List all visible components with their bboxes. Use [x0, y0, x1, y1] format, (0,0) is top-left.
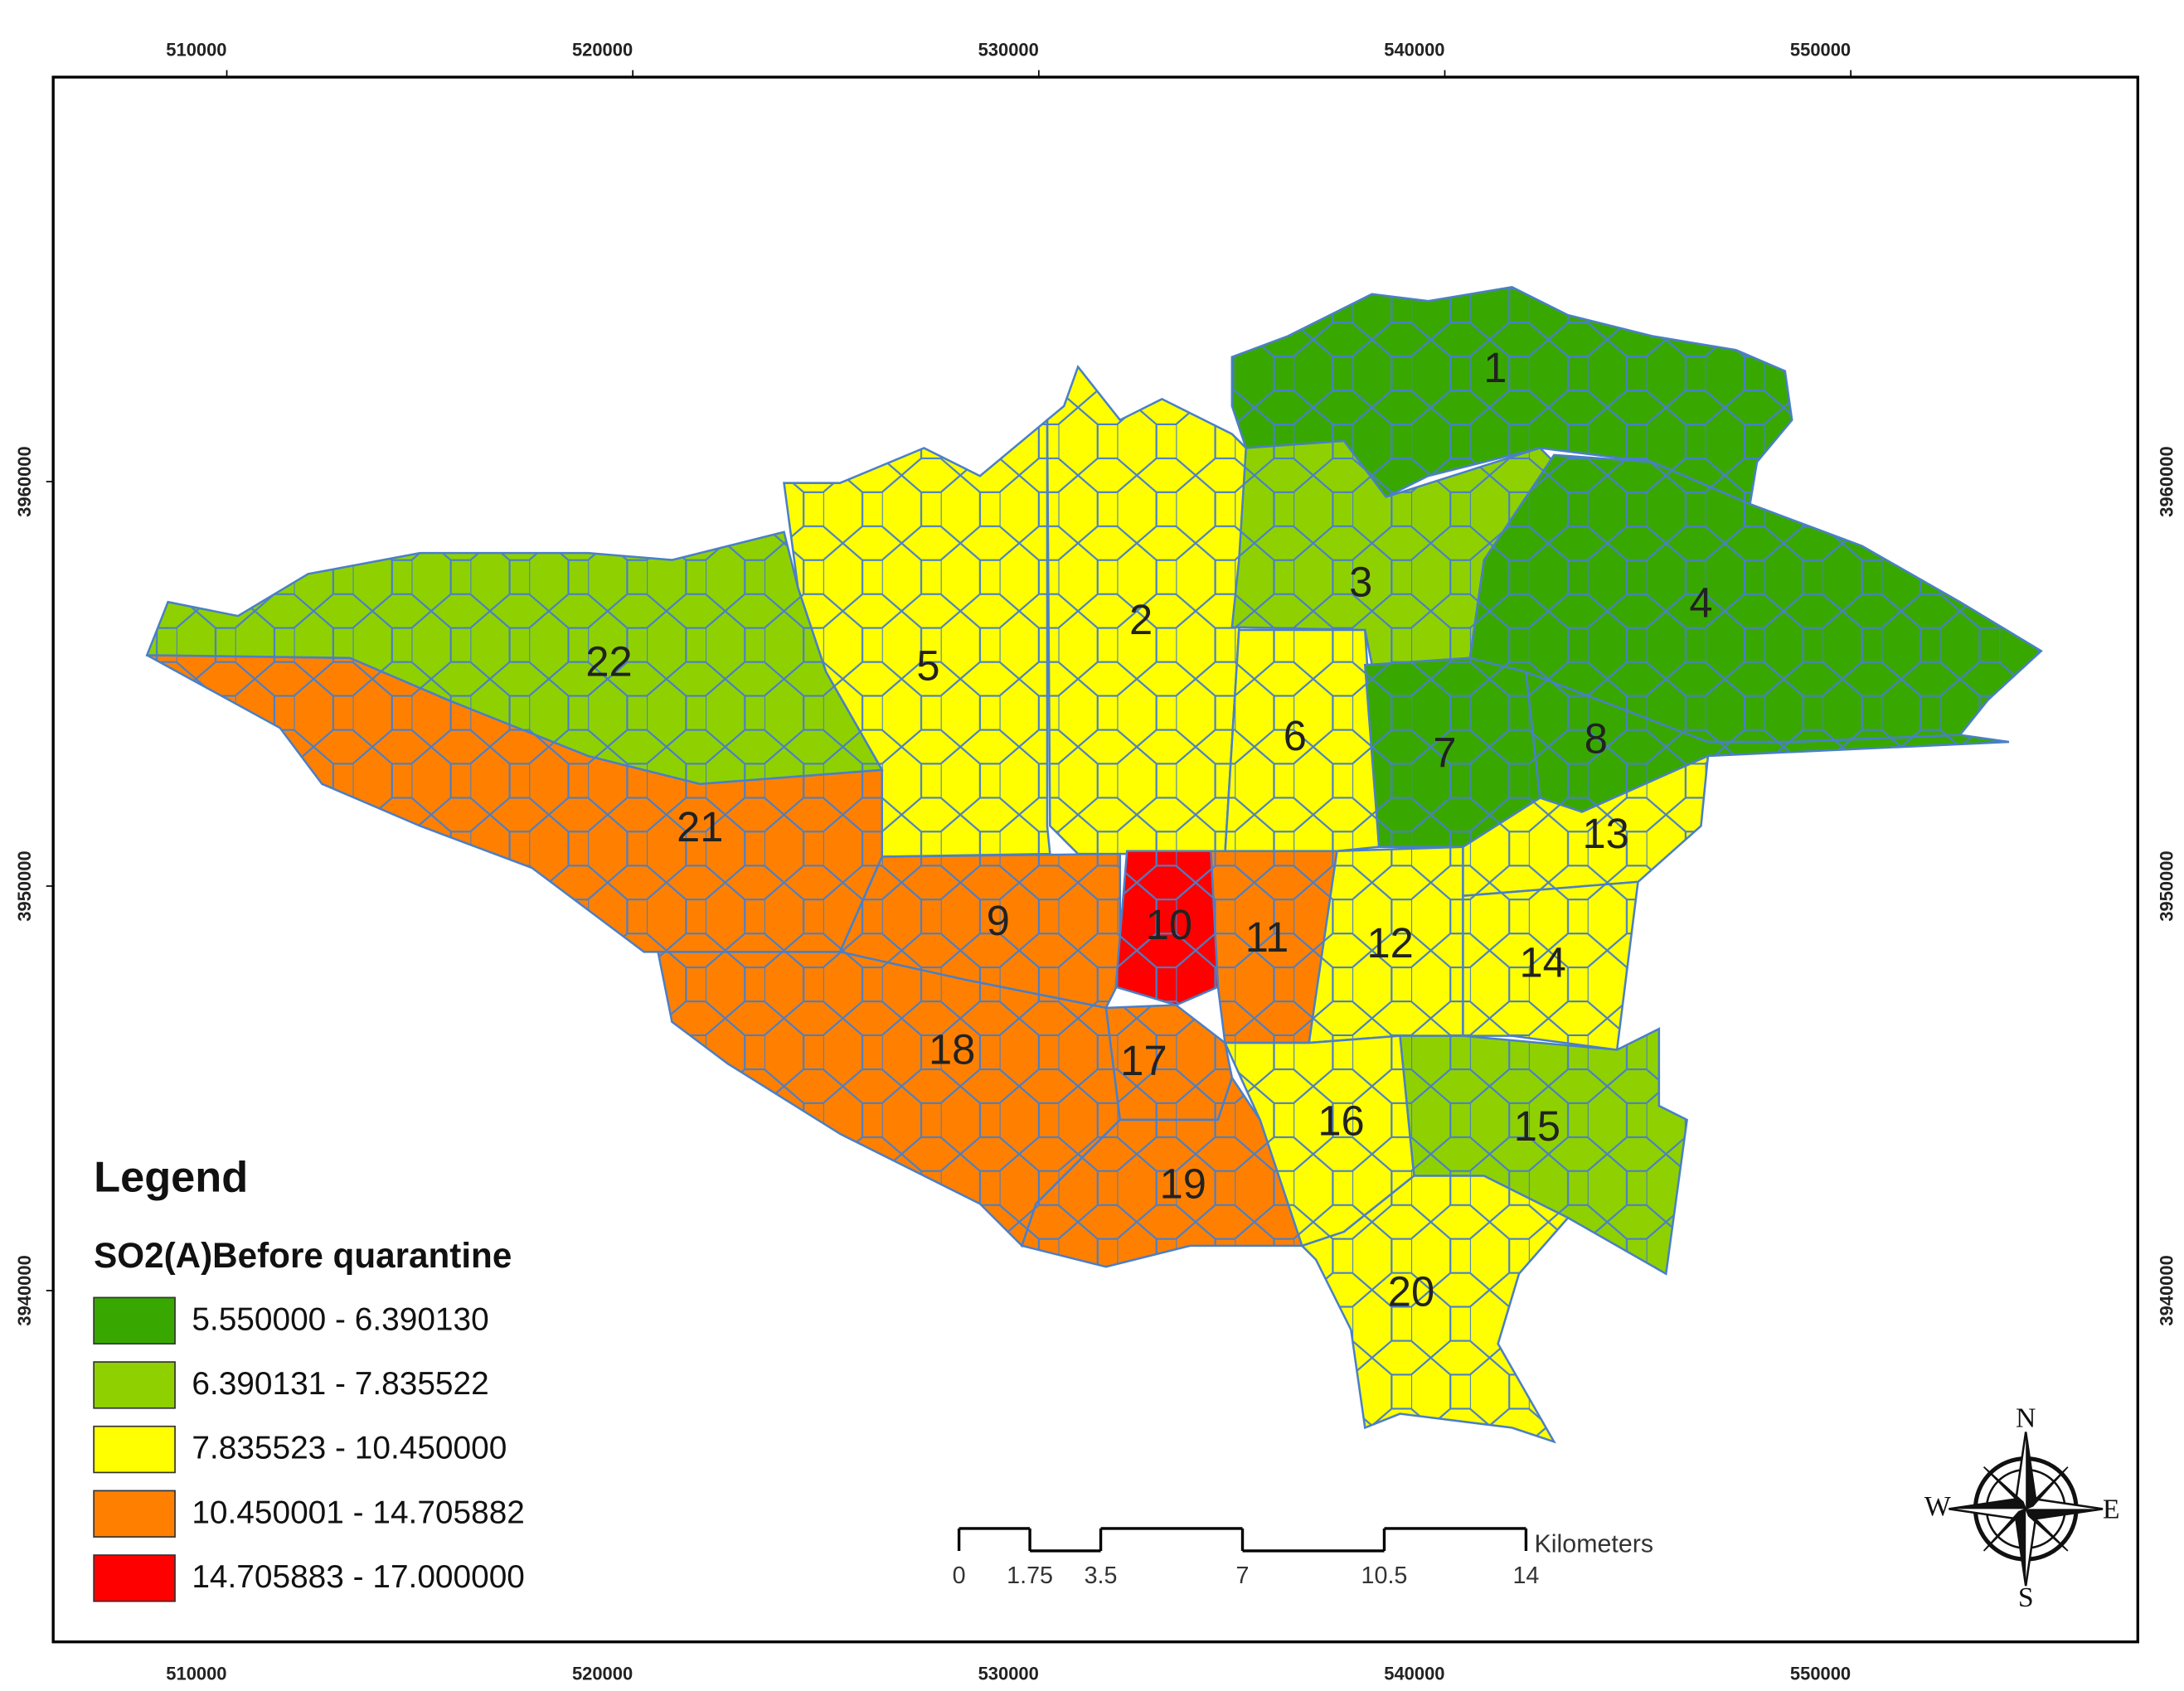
district-label: 17 — [1120, 1037, 1167, 1084]
scale-label: 0 — [953, 1563, 966, 1589]
district-hex-grid — [1365, 657, 1541, 847]
north-arrow: N E S W — [1924, 1403, 2120, 1613]
x-tick-top: 520000 — [572, 40, 633, 61]
x-tick-bottom: 510000 — [166, 1663, 226, 1684]
x-tick-bottom: 540000 — [1384, 1663, 1444, 1684]
compass-n: N — [2016, 1403, 2036, 1434]
district-hex-grid — [1225, 629, 1380, 855]
district-hex-grid — [784, 419, 1051, 857]
legend-swatch — [93, 1554, 176, 1602]
legend-label: 10.450001 - 14.705882 — [192, 1495, 525, 1530]
district-label: 2 — [1129, 596, 1153, 643]
y-tick-right: 3950000 — [2156, 850, 2177, 921]
district-hex-grid — [1308, 846, 1463, 1044]
district-label: 14 — [1520, 939, 1566, 986]
district-label: 3 — [1349, 558, 1372, 605]
district-hex-grid — [1469, 454, 2041, 743]
legend: 5.550000 - 6.390130 6.390131 - 7.835522 7.… — [93, 1296, 525, 1602]
x-tick-bottom: 520000 — [572, 1663, 633, 1684]
compass-e: E — [2103, 1494, 2120, 1524]
legend-label: 6.390131 - 7.835522 — [192, 1366, 488, 1402]
district-hex-grid — [1302, 1175, 1569, 1442]
district-label: 12 — [1366, 919, 1413, 967]
compass-w: W — [1924, 1491, 1951, 1522]
x-tick-bottom: 530000 — [978, 1663, 1039, 1684]
y-tick-left: 3960000 — [14, 446, 35, 516]
district-label: 15 — [1514, 1102, 1560, 1150]
x-tick-bottom: 550000 — [1790, 1663, 1851, 1684]
district-label: 5 — [916, 642, 939, 690]
legend-swatch — [93, 1425, 176, 1474]
legend-swatch — [93, 1361, 176, 1409]
district-hex-grid — [1211, 850, 1337, 1044]
district-label: 16 — [1318, 1097, 1364, 1144]
district-label: 20 — [1388, 1267, 1434, 1315]
scale-label: 7 — [1236, 1563, 1250, 1589]
scale-label: 1.75 — [1007, 1563, 1053, 1589]
district-label: 4 — [1689, 579, 1712, 627]
legend-swatch — [93, 1490, 176, 1538]
legend-label: 5.550000 - 6.390130 — [192, 1301, 488, 1337]
y-tick-right: 3940000 — [2156, 1255, 2177, 1325]
district-hex-grid — [1046, 366, 1260, 855]
district-hex-grid — [1225, 1035, 1415, 1246]
district-hex-grid — [1526, 671, 2009, 812]
district-hex-grid — [1463, 755, 1708, 896]
district-label: 7 — [1433, 729, 1456, 776]
compass-rose — [1949, 1432, 2104, 1587]
x-tick-top: 530000 — [978, 40, 1039, 61]
district-hex-grid — [658, 952, 1120, 1246]
scale-bar: 0 1.75 3.5 7 10.5 14 Kilometers — [953, 1527, 1653, 1589]
district-hex-grid — [1231, 287, 1793, 505]
district-label: 6 — [1284, 712, 1307, 759]
district-hex-grid — [147, 655, 882, 952]
x-tick-top: 550000 — [1790, 40, 1851, 61]
district-label: 10 — [1146, 901, 1192, 948]
district-label: 18 — [929, 1025, 975, 1073]
compass-s: S — [2018, 1582, 2034, 1613]
district-hex-grid — [1105, 1005, 1232, 1120]
district-hex-grid — [1400, 1029, 1687, 1274]
district-label: 21 — [677, 803, 723, 850]
district-hex-grid — [1231, 441, 1555, 666]
scale-label: 3.5 — [1085, 1563, 1118, 1589]
district-label: 19 — [1160, 1160, 1206, 1207]
district-label: 22 — [585, 638, 632, 686]
scale-label: 10.5 — [1361, 1563, 1408, 1589]
y-tick-left: 3940000 — [14, 1255, 35, 1325]
y-tick-right: 3960000 — [2156, 446, 2177, 516]
legend-title: Legend — [94, 1153, 248, 1201]
scale-unit: Kilometers — [1535, 1530, 1653, 1558]
district-label: 8 — [1585, 715, 1608, 762]
coordinate-ticks: 5100005100005200005200005300005300005400… — [14, 40, 2177, 1684]
district-label: 1 — [1483, 344, 1507, 391]
legend-swatch — [93, 1296, 176, 1345]
district-label: 11 — [1245, 913, 1289, 961]
district-label: 13 — [1583, 810, 1629, 857]
y-tick-left: 3950000 — [14, 850, 35, 921]
legend-label: 14.705883 - 17.000000 — [192, 1559, 525, 1595]
district-hex-grid — [1022, 1078, 1303, 1267]
district-hex-grid — [147, 531, 882, 784]
district-hex-grid — [1463, 881, 1638, 1050]
x-tick-top: 540000 — [1384, 40, 1444, 61]
legend-subtitle: SO2(A)Before quarantine — [94, 1236, 512, 1275]
district-label: 9 — [987, 897, 1010, 944]
legend-label: 7.835523 - 10.450000 — [192, 1431, 507, 1466]
scale-label: 14 — [1512, 1563, 1539, 1589]
x-tick-top: 510000 — [166, 40, 226, 61]
district-hex-grid — [1115, 850, 1218, 1005]
